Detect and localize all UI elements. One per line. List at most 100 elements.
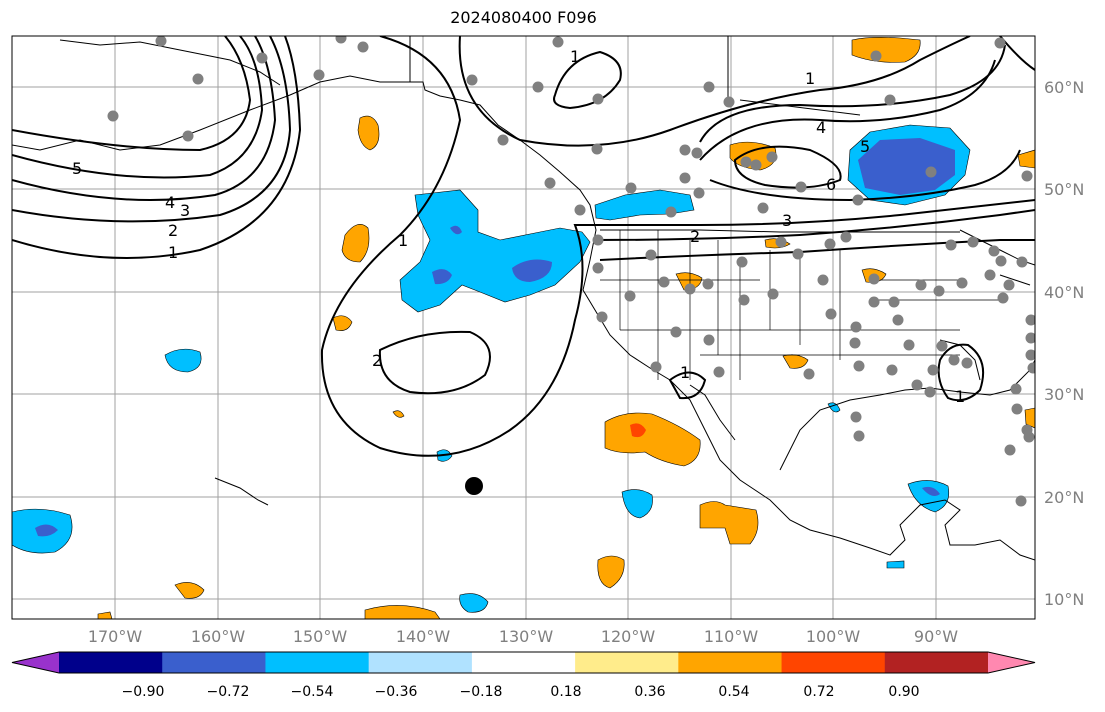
colorbar-tick-label: 0.72 bbox=[803, 684, 834, 700]
contour-label: 3 bbox=[782, 211, 792, 230]
lon-tick: 120°W bbox=[601, 627, 656, 646]
station-marker bbox=[853, 360, 865, 372]
station-marker bbox=[903, 339, 915, 351]
positive-anomaly-area bbox=[851, 37, 921, 63]
negative-anomaly-area bbox=[164, 348, 202, 373]
station-marker bbox=[915, 279, 927, 291]
positive-anomaly-area bbox=[364, 605, 441, 619]
station-marker bbox=[824, 238, 836, 250]
station-marker bbox=[532, 81, 544, 93]
station-marker bbox=[740, 156, 752, 168]
positive-anomaly-area bbox=[174, 582, 205, 599]
station-marker bbox=[994, 37, 1006, 49]
station-marker bbox=[1021, 170, 1033, 182]
colorbar-swatch bbox=[781, 652, 886, 673]
strong-positive-anomaly-area bbox=[630, 423, 646, 438]
negative-anomaly-area bbox=[621, 489, 653, 519]
positive-anomaly-area bbox=[1017, 149, 1035, 169]
station-marker bbox=[1011, 403, 1023, 415]
colorbar-tick-label: 0.90 bbox=[888, 684, 919, 700]
station-marker bbox=[107, 110, 119, 122]
lon-tick: 160°W bbox=[191, 627, 246, 646]
positive-anomaly-area bbox=[699, 501, 759, 545]
longitude-labels: 170°W 160°W 150°W 140°W 130°W 120°W 110°… bbox=[88, 627, 958, 646]
station-marker bbox=[544, 177, 556, 189]
station-marker bbox=[679, 172, 691, 184]
colorbar-tick-label: −0.72 bbox=[207, 684, 250, 700]
station-marker bbox=[1004, 444, 1016, 456]
colorbar-tick-label: 0.54 bbox=[718, 684, 749, 700]
colorbar-tick-label: 0.36 bbox=[634, 684, 665, 700]
positive-anomaly-area bbox=[392, 410, 405, 418]
contour-label: 5 bbox=[860, 137, 870, 156]
station-marker bbox=[956, 277, 968, 289]
positive-anomaly-area bbox=[341, 223, 370, 263]
contour-label: 5 bbox=[72, 159, 82, 178]
station-marker bbox=[825, 308, 837, 320]
contour-label: 4 bbox=[816, 118, 826, 137]
station-marker bbox=[936, 340, 948, 352]
lon-tick: 140°W bbox=[396, 627, 451, 646]
contour-label: 2 bbox=[372, 351, 382, 370]
colorbar-swatch bbox=[59, 652, 163, 673]
strong-negative-anomaly-area bbox=[450, 225, 462, 235]
colorbar-swatch bbox=[265, 652, 370, 673]
station-marker bbox=[792, 248, 804, 260]
station-marker bbox=[1025, 332, 1035, 344]
station-marker bbox=[850, 411, 862, 423]
station-marker bbox=[1025, 314, 1035, 326]
colorbar bbox=[11, 651, 1036, 674]
latitude-labels: 60°N 50°N 40°N 30°N 20°N 10°N bbox=[1044, 78, 1084, 609]
colorbar-extend-high bbox=[988, 652, 1035, 673]
station-marker bbox=[702, 278, 714, 290]
colorbar-labels: −0.90 −0.72 −0.54 −0.36 −0.18 0.18 0.36 … bbox=[122, 684, 920, 700]
negative-anomaly-area bbox=[459, 593, 489, 613]
station-marker bbox=[892, 314, 904, 326]
station-marker bbox=[650, 361, 662, 373]
station-marker bbox=[192, 73, 204, 85]
strong-negative-anomaly-area bbox=[512, 259, 552, 282]
station-marker bbox=[736, 256, 748, 268]
station-marker bbox=[1027, 362, 1035, 374]
lon-tick: 100°W bbox=[806, 627, 861, 646]
station-marker bbox=[1010, 383, 1022, 395]
station-marker bbox=[592, 262, 604, 274]
station-marker bbox=[775, 236, 787, 248]
colorbar-swatch bbox=[884, 652, 989, 673]
station-marker bbox=[713, 366, 725, 378]
negative-anomaly-area bbox=[886, 560, 905, 569]
station-marker bbox=[1015, 495, 1027, 507]
positive-anomaly-area bbox=[332, 315, 353, 331]
colorbar-swatch bbox=[678, 652, 783, 673]
station-marker bbox=[552, 36, 564, 48]
colorbar-swatch bbox=[575, 652, 679, 673]
lon-tick: 130°W bbox=[499, 627, 554, 646]
station-marker bbox=[849, 337, 861, 349]
contour-label: 1 bbox=[805, 69, 815, 88]
lon-tick: 170°W bbox=[88, 627, 143, 646]
station-marker bbox=[795, 181, 807, 193]
station-marker bbox=[574, 204, 586, 216]
station-marker bbox=[256, 52, 268, 64]
station-marker bbox=[665, 206, 677, 218]
station-marker bbox=[927, 364, 939, 376]
lat-tick: 60°N bbox=[1044, 78, 1084, 97]
station-marker bbox=[592, 234, 604, 246]
station-marker bbox=[466, 74, 478, 86]
colorbar-tick-label: −0.54 bbox=[291, 684, 334, 700]
station-marker bbox=[723, 96, 735, 108]
station-marker bbox=[933, 285, 945, 297]
colorbar-extend-low bbox=[12, 652, 59, 673]
station-marker bbox=[852, 194, 864, 206]
colorbar-tick-label: −0.18 bbox=[460, 684, 503, 700]
station-marker bbox=[703, 81, 715, 93]
lat-tick: 20°N bbox=[1044, 488, 1084, 507]
lat-tick: 30°N bbox=[1044, 385, 1084, 404]
map-panel: 1 2 3 4 5 1 2 1 4 5 6 3 2 1 1 1 bbox=[12, 36, 1035, 619]
station-marker bbox=[1021, 424, 1033, 436]
contour-label: 1 bbox=[398, 231, 408, 250]
station-marker bbox=[997, 292, 1009, 304]
anomaly-shading bbox=[12, 37, 1035, 619]
strong-negative-anomaly-area bbox=[922, 486, 940, 496]
station-markers bbox=[107, 36, 1035, 507]
